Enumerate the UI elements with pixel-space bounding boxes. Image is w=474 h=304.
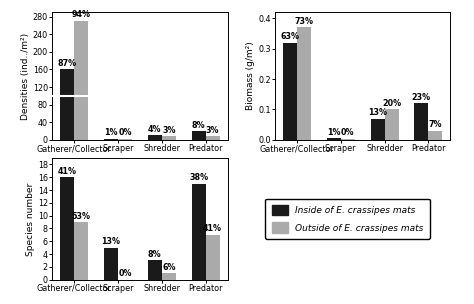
Bar <box>341 139 355 140</box>
Legend: Inside of E. crassipes mats, Outside of E. crassipes mats: Inside of E. crassipes mats, Outside of … <box>265 199 430 239</box>
Bar <box>297 27 311 140</box>
Text: 7%: 7% <box>428 120 442 129</box>
Text: 38%: 38% <box>189 173 208 182</box>
Text: 8%: 8% <box>192 120 205 130</box>
Text: 3%: 3% <box>206 126 219 135</box>
Bar <box>414 103 428 140</box>
Bar <box>60 69 74 140</box>
Text: 94%: 94% <box>72 10 91 19</box>
Bar <box>206 235 219 280</box>
Text: 6%: 6% <box>162 263 175 272</box>
Text: 41%: 41% <box>203 224 222 233</box>
Text: 20%: 20% <box>382 99 401 108</box>
Text: 1%: 1% <box>104 128 118 137</box>
Bar <box>162 136 176 140</box>
Bar <box>162 273 176 280</box>
Bar <box>327 138 341 140</box>
Text: 87%: 87% <box>57 59 77 68</box>
Text: 1%: 1% <box>327 128 340 137</box>
Text: 73%: 73% <box>294 17 313 26</box>
Text: 41%: 41% <box>57 167 76 176</box>
Bar <box>384 109 399 140</box>
Text: 63%: 63% <box>280 32 299 41</box>
Bar <box>191 184 206 280</box>
Bar <box>428 131 442 140</box>
Text: 0%: 0% <box>118 269 132 278</box>
Text: 13%: 13% <box>368 108 387 117</box>
Bar <box>283 43 297 140</box>
Bar <box>74 21 88 140</box>
Bar <box>104 248 118 280</box>
Text: 4%: 4% <box>148 125 162 134</box>
Text: 53%: 53% <box>72 212 91 221</box>
Text: 13%: 13% <box>101 237 120 246</box>
Y-axis label: Densities (ind../m²): Densities (ind../m²) <box>21 33 30 119</box>
Bar <box>371 119 384 140</box>
Bar <box>206 136 219 140</box>
Text: 3%: 3% <box>162 126 175 135</box>
Y-axis label: Biomass (g/m²): Biomass (g/m²) <box>246 42 255 110</box>
Bar <box>191 131 206 140</box>
Bar <box>74 222 88 280</box>
Y-axis label: Species number: Species number <box>26 182 35 255</box>
Bar <box>148 136 162 140</box>
Text: 0%: 0% <box>341 128 355 137</box>
Bar <box>104 139 118 140</box>
Text: 8%: 8% <box>148 250 162 259</box>
Bar <box>148 261 162 280</box>
Bar <box>60 177 74 280</box>
Text: 23%: 23% <box>412 93 431 102</box>
Bar <box>118 139 132 140</box>
Text: 0%: 0% <box>118 128 132 137</box>
